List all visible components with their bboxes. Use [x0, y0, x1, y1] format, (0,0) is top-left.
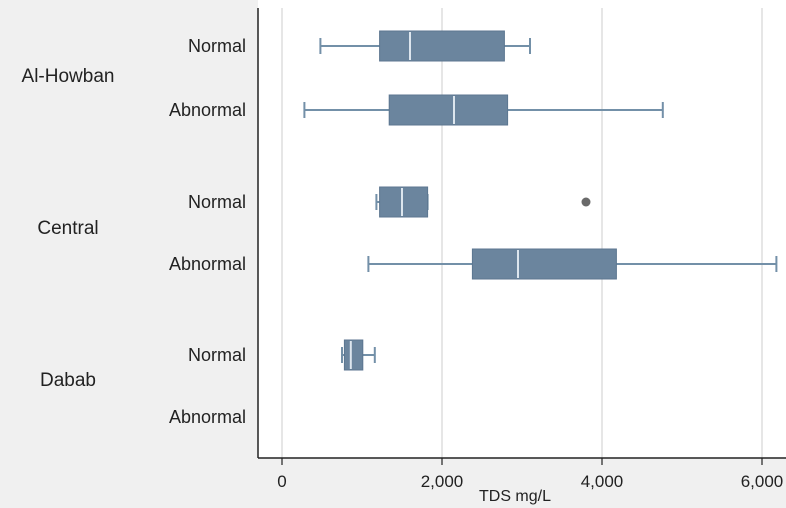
row-label: Abnormal [169, 407, 246, 427]
group-label: Dabab [40, 370, 96, 391]
box-iqr [388, 94, 509, 126]
x-tick-label: 0 [277, 472, 286, 491]
x-tick-label: 4,000 [581, 472, 624, 491]
x-axis-title: TDS mg/L [479, 488, 551, 505]
row-label: Normal [188, 192, 246, 212]
row-label: Abnormal [169, 254, 246, 274]
x-axis-ticks: 0 2,000 4,000 6,000 [277, 458, 783, 491]
box-iqr [343, 339, 364, 371]
box-iqr [379, 30, 505, 62]
x-tick-label: 2,000 [421, 472, 464, 491]
row-label: Normal [188, 345, 246, 365]
box-iqr [379, 186, 429, 218]
y-axis-labels: Al-Howban Normal Abnormal Central Normal Abno… [22, 36, 246, 427]
bottom-label-panel [258, 458, 786, 508]
x-tick-label: 6,000 [741, 472, 784, 491]
plot-area [258, 8, 786, 458]
group-label: Central [37, 218, 98, 239]
outlier-point [581, 197, 591, 207]
gridlines [281, 8, 763, 458]
row-label: Abnormal [169, 100, 246, 120]
row-label: Normal [188, 36, 246, 56]
box-iqr [471, 248, 617, 280]
group-label: Al-Howban [22, 66, 115, 87]
box-series [303, 30, 778, 371]
left-label-panel [0, 0, 258, 508]
